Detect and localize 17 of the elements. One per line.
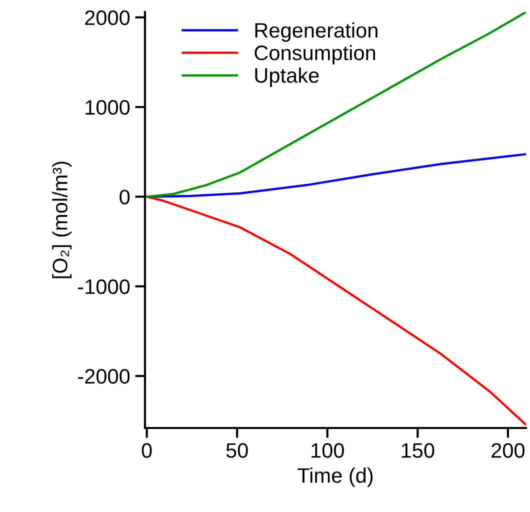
line-series xyxy=(146,196,526,426)
y-tick-label: 2000 xyxy=(85,10,130,26)
y-axis-title: [O₂] (mol/m³) xyxy=(52,162,72,278)
legend-label: Uptake xyxy=(255,68,319,87)
y-tick-label: 1000 xyxy=(86,100,130,115)
x-tick-label: 150 xyxy=(402,443,434,458)
x-tick-label: 100 xyxy=(312,443,344,458)
y-tick-label: 0 xyxy=(120,190,130,204)
x-axis-title: Time (d) xyxy=(298,468,373,487)
legend-label: Regeneration xyxy=(255,22,378,42)
y-tick-label: -2000 xyxy=(78,369,130,384)
x-tick-label: 50 xyxy=(226,443,248,458)
y-tick-label: -1000 xyxy=(78,279,130,294)
line-series xyxy=(146,12,526,198)
x-tick-label: 200 xyxy=(492,443,525,458)
x-tick-label: 0 xyxy=(142,443,152,458)
legend-label: Consumption xyxy=(254,44,376,64)
